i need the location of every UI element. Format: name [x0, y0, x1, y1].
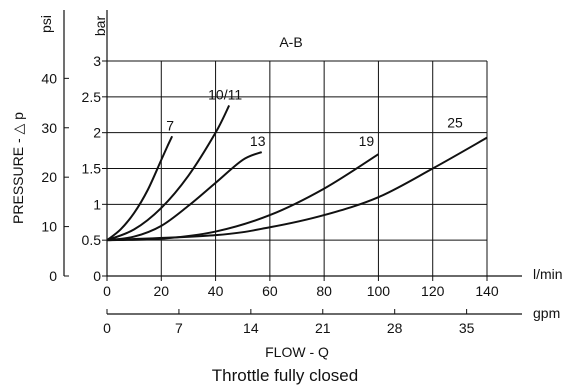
series-curve-5: [106, 136, 488, 242]
series-curve-2: [106, 104, 231, 242]
y-axis-label: PRESSURE - △ p: [10, 112, 26, 224]
series-curve-1: [106, 135, 174, 241]
chart-caption: Throttle fully closed: [211, 366, 359, 385]
x-tick-label: 140: [475, 283, 499, 299]
x-tick-label: 40: [208, 283, 224, 299]
y-tick-label: 3: [93, 53, 101, 69]
gpm-tick-label: 28: [387, 320, 403, 336]
series-label-4: 19: [359, 133, 375, 149]
x-axis-label: FLOW - Q: [265, 344, 329, 360]
psi-tick-label: 0: [49, 268, 57, 284]
gpm-tick-label: 21: [315, 320, 331, 336]
y-tick-label: 1: [93, 196, 101, 212]
y-unit-primary: bar: [92, 16, 108, 37]
y-tick-label: 0: [93, 268, 101, 284]
y-tick-label: 1.5: [82, 161, 102, 177]
chart-title: A-B: [279, 34, 302, 50]
x-tick-label: 80: [316, 283, 332, 299]
y-tick-label: 0.5: [82, 232, 102, 248]
psi-tick-label: 10: [41, 219, 57, 235]
y-unit-secondary: psi: [38, 15, 54, 33]
series-curve-4: [106, 153, 379, 242]
series-label-5: 25: [447, 115, 463, 131]
x-unit-primary: l/min: [533, 266, 563, 282]
psi-tick-label: 20: [41, 169, 57, 185]
x-tick-label: 120: [421, 283, 445, 299]
series-label-2: 10/11: [208, 86, 242, 102]
grid-lines: [106, 60, 488, 277]
series-layer: 7 10/11 13 19 25: [106, 86, 488, 242]
gpm-tick-label: 35: [459, 320, 475, 336]
x-tick-label: 100: [367, 283, 391, 299]
psi-tick-label: 30: [41, 120, 57, 136]
x-unit-secondary: gpm: [533, 305, 560, 321]
gpm-tick-label: 14: [243, 320, 259, 336]
gpm-tick-label: 0: [103, 320, 111, 336]
series-curve-3: [106, 151, 263, 242]
psi-tick-label: 40: [41, 70, 57, 86]
x-tick-label: 20: [153, 283, 169, 299]
x-tick-label: 60: [262, 283, 278, 299]
series-label-1: 7: [166, 117, 174, 133]
gpm-tick-label: 7: [175, 320, 183, 336]
y-tick-label: 2.5: [82, 89, 102, 105]
x-tick-label: 0: [103, 283, 111, 299]
series-label-3: 13: [250, 133, 266, 149]
y-tick-label: 2: [93, 125, 101, 141]
